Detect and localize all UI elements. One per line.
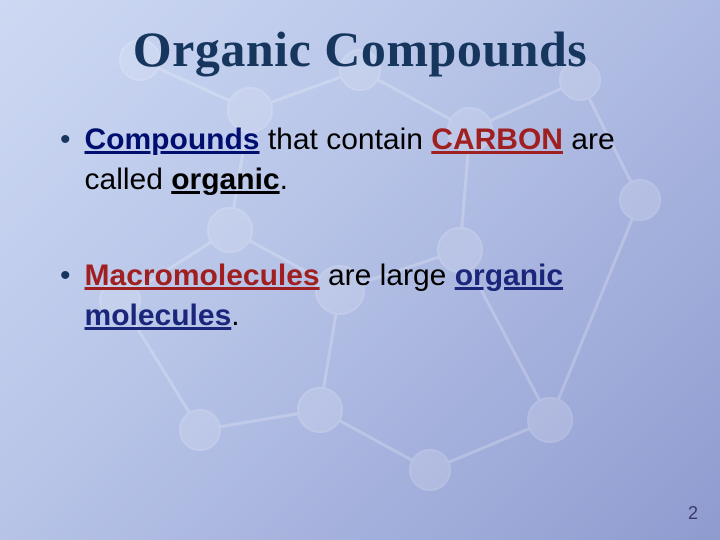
bullet-text: Compounds that contain CARBON are called… (85, 120, 670, 200)
page-number: 2 (688, 503, 698, 524)
slide-container: Organic Compounds • Compounds that conta… (0, 0, 720, 540)
slide-content: Organic Compounds • Compounds that conta… (0, 0, 720, 336)
term-compounds: Compounds (85, 123, 260, 156)
bullet-item: • Macromolecules are large organic molec… (60, 256, 670, 336)
bullet-marker: • (60, 120, 71, 160)
term-organic: organic (171, 163, 279, 196)
text-span: . (280, 163, 288, 196)
term-molecules: molecules (85, 299, 232, 332)
bullet-list: • Compounds that contain CARBON are call… (50, 120, 670, 336)
term-macromolecules: Macromolecules (85, 259, 320, 292)
text-span: are large (320, 259, 455, 292)
term-organic2: organic (455, 259, 563, 292)
text-span: that contain (260, 123, 432, 156)
text-span: . (231, 299, 239, 332)
bullet-marker: • (60, 256, 71, 296)
term-carbon: CARBON (431, 123, 563, 156)
slide-title: Organic Compounds (50, 20, 670, 78)
bullet-text: Macromolecules are large organic molecul… (85, 256, 670, 336)
bullet-item: • Compounds that contain CARBON are call… (60, 120, 670, 200)
